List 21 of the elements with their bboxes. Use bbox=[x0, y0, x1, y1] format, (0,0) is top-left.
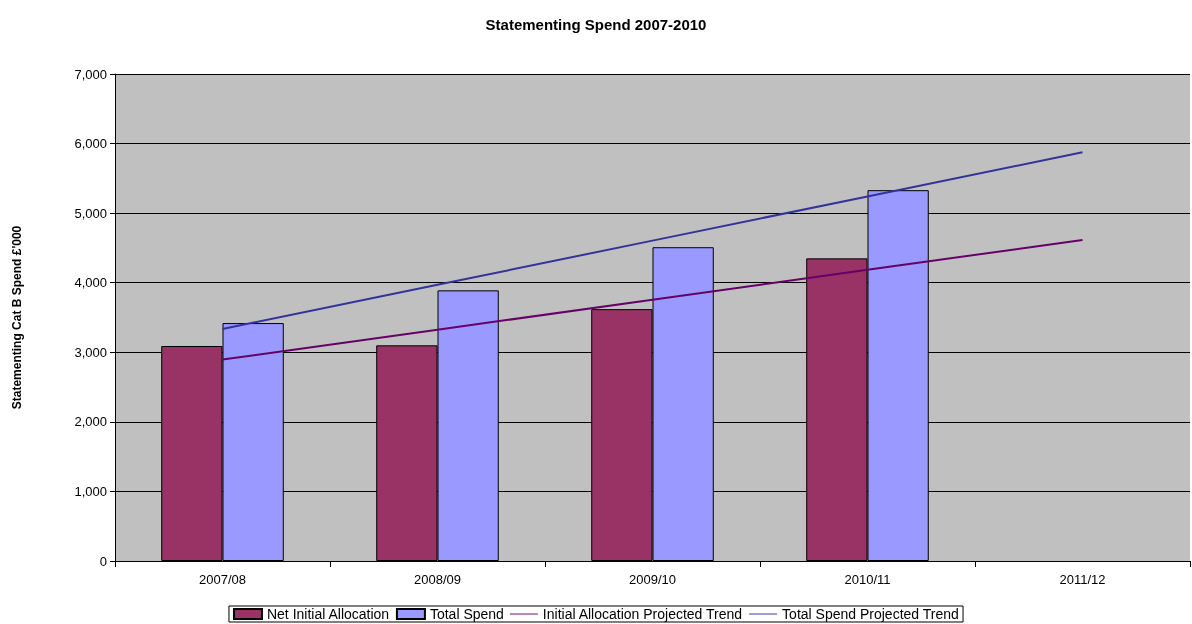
chart-title: Statementing Spend 2007-2010 bbox=[485, 16, 707, 33]
y-tick-label: 3,000 bbox=[74, 344, 107, 360]
y-axis-title: Statementing Cat B Spend £'000 bbox=[10, 225, 24, 410]
y-tick-label: 2,000 bbox=[74, 414, 107, 430]
x-tick-label: 2007/08 bbox=[199, 572, 246, 587]
x-tick-label: 2008/09 bbox=[414, 572, 461, 587]
y-tick-label: 7,000 bbox=[74, 66, 107, 82]
x-tick-label: 2009/10 bbox=[629, 572, 676, 587]
legend-label: Initial Allocation Projected Trend bbox=[542, 606, 743, 622]
y-tick-label: 4,000 bbox=[74, 275, 107, 291]
x-tick-label: 2010/11 bbox=[844, 572, 891, 587]
y-tick-label: 1,000 bbox=[74, 483, 107, 499]
line-series bbox=[221, 151, 1084, 330]
y-tick-label: 5,000 bbox=[74, 205, 107, 221]
x-tick-label: 2011/12 bbox=[1059, 572, 1106, 587]
y-tick-label: 6,000 bbox=[74, 136, 107, 152]
line-series bbox=[221, 238, 1084, 361]
legend-label: Net Initial Allocation bbox=[266, 606, 390, 622]
y-tick-label: 0 bbox=[99, 553, 107, 569]
legend-label: Total Spend Projected Trend bbox=[782, 606, 959, 622]
legend-label: Total Spend bbox=[429, 606, 504, 622]
